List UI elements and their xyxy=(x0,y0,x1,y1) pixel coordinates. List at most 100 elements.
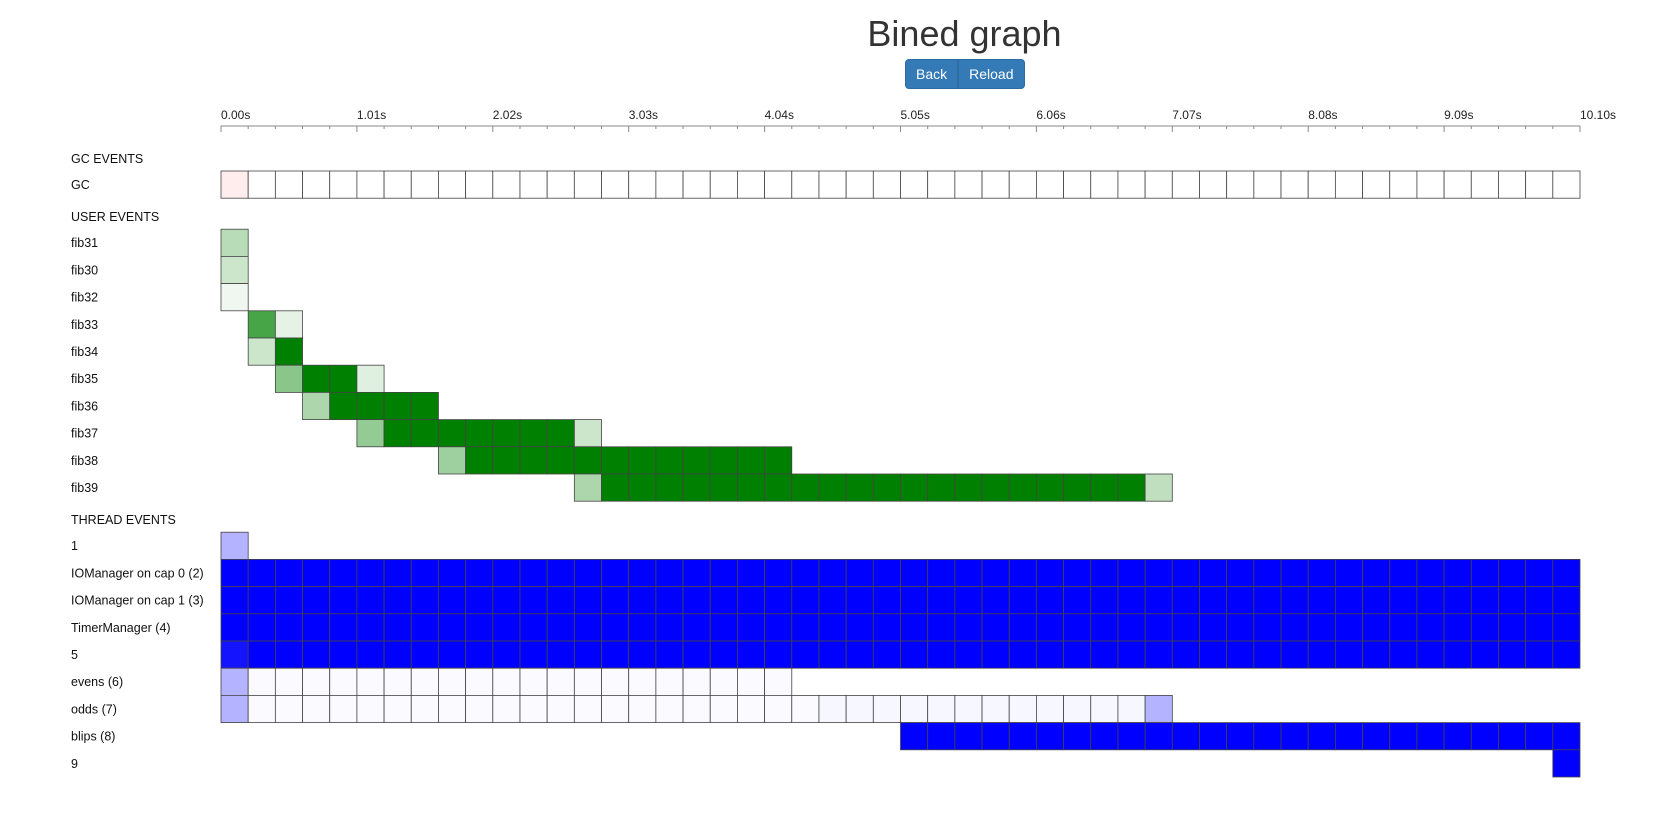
bin-cell xyxy=(818,586,847,615)
bin-cell xyxy=(1389,170,1418,199)
bin-cell xyxy=(410,695,439,724)
reload-button[interactable]: Reload xyxy=(958,59,1025,89)
bin-cell xyxy=(1362,170,1391,199)
bin-cell xyxy=(900,559,929,588)
bin-cell xyxy=(1036,613,1064,642)
bin-cell xyxy=(302,613,331,642)
bin-cell xyxy=(546,640,575,669)
bin-cell xyxy=(601,170,630,199)
bin-cell xyxy=(1063,695,1092,724)
bin-cell xyxy=(1063,586,1092,615)
bin-cell xyxy=(573,559,602,588)
bin-cell xyxy=(302,170,331,199)
row-label: evens (6) xyxy=(71,675,123,689)
bin-cell xyxy=(546,586,575,615)
bin-cell xyxy=(329,613,358,642)
axis-tick-label: 1.01s xyxy=(357,108,386,122)
bin-cell xyxy=(329,695,358,724)
bin-cell xyxy=(1525,170,1554,199)
bin-cell xyxy=(1552,586,1581,615)
bin-cell xyxy=(274,586,303,615)
bin-cell xyxy=(302,364,331,393)
row-label: fib36 xyxy=(71,399,98,413)
bin-cell xyxy=(791,170,820,199)
bin-cell xyxy=(709,613,738,642)
axis-tick-label: 7.07s xyxy=(1172,108,1201,122)
row-label: TimerManager (4) xyxy=(71,621,171,635)
bin-cell xyxy=(519,559,548,588)
bin-cell xyxy=(1226,170,1255,199)
bin-cell xyxy=(1470,559,1499,588)
back-button[interactable]: Back xyxy=(905,59,959,89)
bin-cell xyxy=(492,667,521,696)
bin-cell xyxy=(383,613,412,642)
bin-cell xyxy=(655,667,684,696)
bin-cell xyxy=(791,586,820,615)
bin-cell xyxy=(900,722,929,751)
bin-cell xyxy=(1498,613,1527,642)
bin-cell xyxy=(1008,613,1037,642)
bin-cell xyxy=(764,586,793,615)
bin-cell xyxy=(1090,586,1119,615)
bin-cell xyxy=(709,586,738,615)
bin-cell xyxy=(655,446,684,475)
bin-cell xyxy=(1144,695,1173,724)
bin-cell xyxy=(1552,613,1581,642)
bin-cell xyxy=(791,559,820,588)
bin-cell xyxy=(1036,586,1064,615)
bin-cell xyxy=(1498,559,1527,588)
bin-cell xyxy=(1117,473,1146,502)
axis-tick-label: 5.05s xyxy=(901,108,930,122)
axis-tick-label: 8.08s xyxy=(1308,108,1337,122)
bin-cell xyxy=(1253,170,1282,199)
bin-cell xyxy=(927,722,956,751)
bin-cell xyxy=(410,586,439,615)
bin-cell xyxy=(274,337,303,366)
bin-cell xyxy=(1334,722,1363,751)
bin-cell xyxy=(628,640,657,669)
bin-cell xyxy=(573,446,602,475)
page-title: Bined graph xyxy=(867,13,1062,54)
bin-cell xyxy=(1226,640,1255,669)
bin-cell xyxy=(465,613,494,642)
bin-cell xyxy=(981,559,1010,588)
bin-cell xyxy=(302,559,331,588)
bin-cell xyxy=(818,613,847,642)
bin-cell xyxy=(818,695,847,724)
bin-cell xyxy=(1362,559,1391,588)
bin-cell xyxy=(546,446,575,475)
bin-cell xyxy=(356,586,385,615)
axis-tick-label: 2.02s xyxy=(493,108,522,122)
bin-cell xyxy=(410,559,439,588)
bin-cell xyxy=(1008,473,1037,502)
bin-cell xyxy=(1171,722,1200,751)
bin-cell xyxy=(845,613,874,642)
bin-cell xyxy=(1171,586,1200,615)
bin-cell xyxy=(1389,613,1418,642)
bin-cell xyxy=(1552,722,1581,751)
bin-cell xyxy=(981,722,1010,751)
bin-cell xyxy=(1498,722,1527,751)
bin-cell xyxy=(1117,613,1146,642)
axis-tick-label: 10.10s xyxy=(1580,108,1616,122)
bin-cell xyxy=(1253,722,1282,751)
bin-cell xyxy=(1362,722,1391,751)
bin-cell xyxy=(709,667,738,696)
bin-cell xyxy=(329,364,358,393)
bin-cell xyxy=(954,613,983,642)
bin-cell xyxy=(845,559,874,588)
bin-cell xyxy=(573,667,602,696)
bin-cell xyxy=(764,640,793,669)
bin-cell xyxy=(573,419,602,448)
bin-cell xyxy=(737,446,765,475)
bin-cell xyxy=(519,419,548,448)
bin-cell xyxy=(356,640,385,669)
bin-cell xyxy=(954,473,983,502)
bin-cell xyxy=(302,640,331,669)
bin-cell xyxy=(1443,722,1472,751)
bin-cell xyxy=(1334,170,1363,199)
bin-cell xyxy=(492,613,521,642)
bin-cell xyxy=(1443,586,1472,615)
bin-cell xyxy=(546,559,575,588)
bin-cell xyxy=(1470,613,1499,642)
